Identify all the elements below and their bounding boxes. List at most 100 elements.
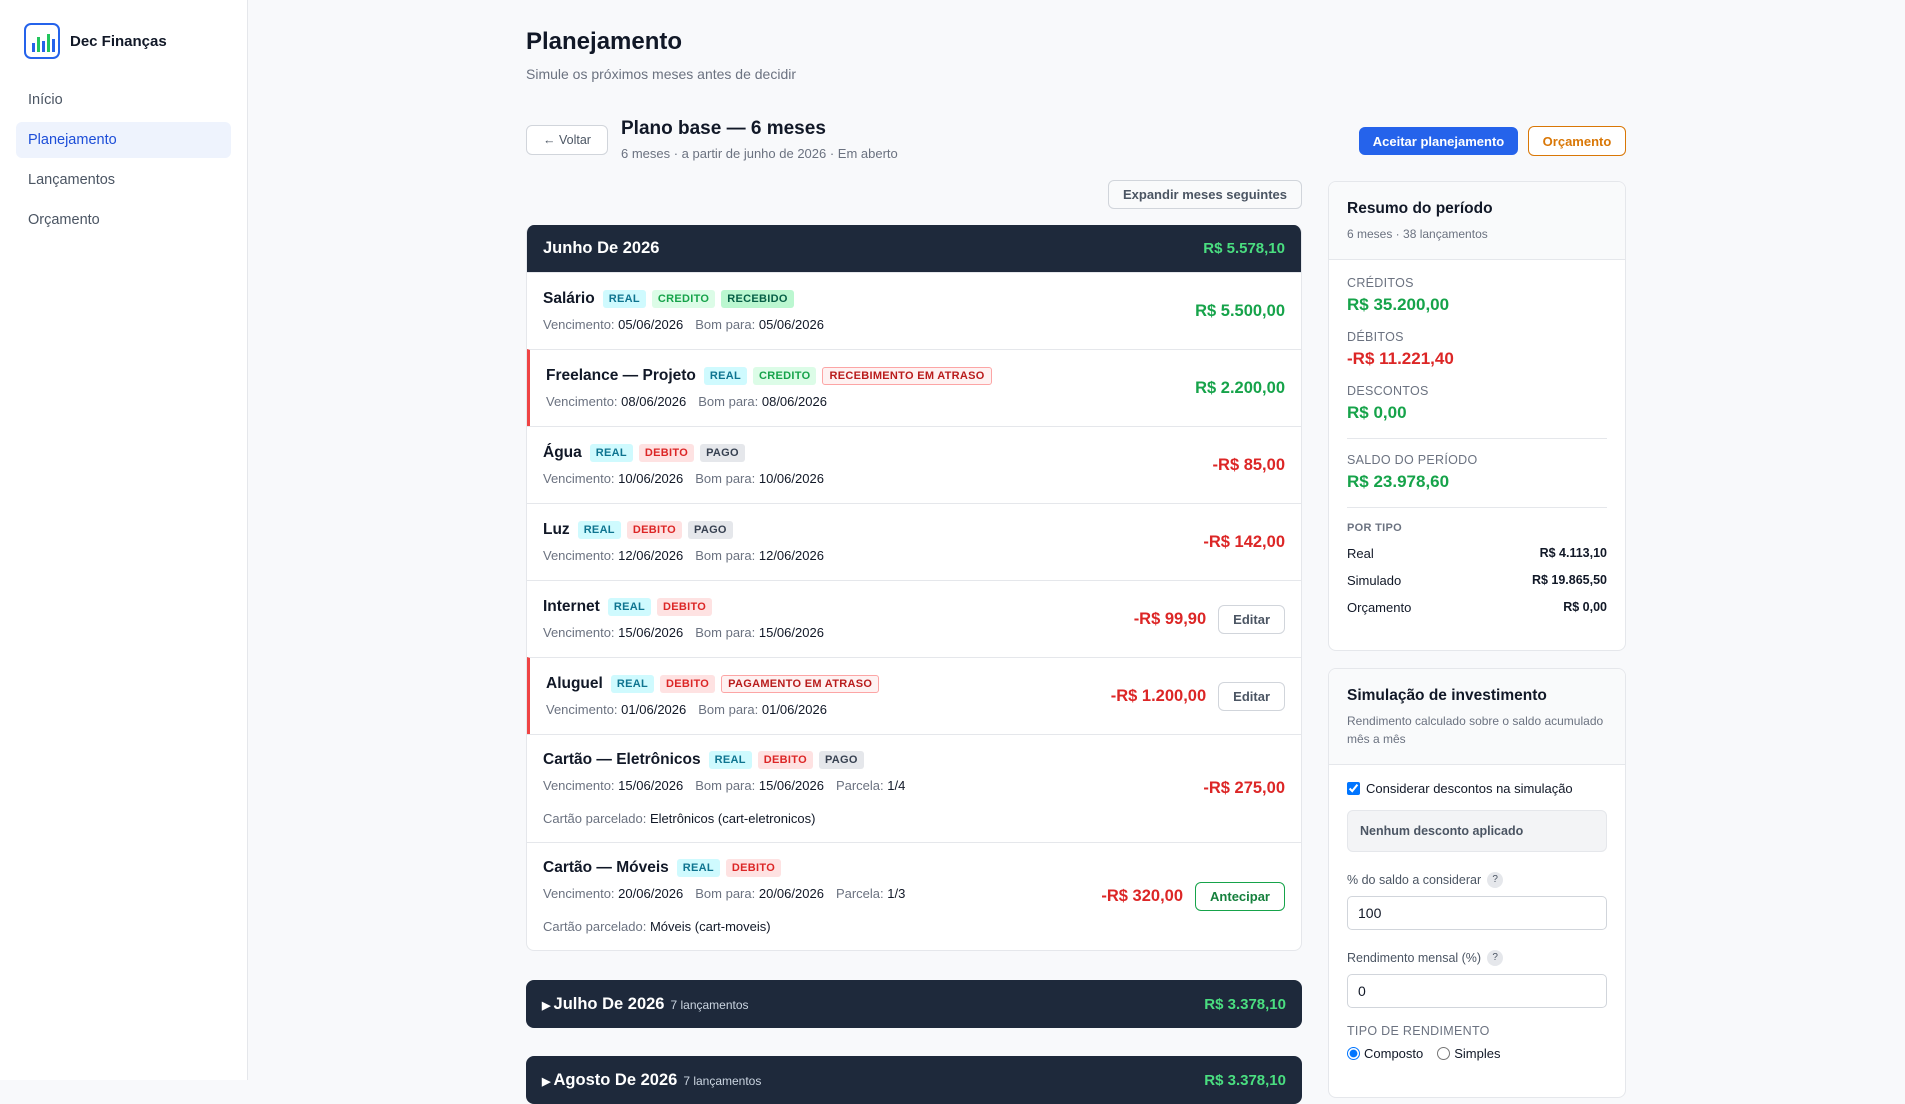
radio-option[interactable]: Composto xyxy=(1347,1046,1423,1061)
entry-name: Aluguel xyxy=(546,675,603,692)
tag: RECEBIMENTO EM ATRASO xyxy=(822,367,992,385)
meta-label: Bom para: xyxy=(695,778,756,793)
nav-item[interactable]: Lançamentos xyxy=(28,172,116,188)
month-card: Junho De 2026 R$ 5.578,10 Salário REAL CREDI… xyxy=(526,225,1302,951)
entry-meta: Vencimento: 12/06/2026 Bom para: 12/06/20… xyxy=(543,548,836,563)
tag: REAL xyxy=(708,751,752,769)
month-head: ▶ Agosto De 2026 7 lançamentos xyxy=(542,1071,761,1090)
tag: REAL xyxy=(703,367,748,385)
tag: DEBITO xyxy=(757,751,813,769)
entry-info: Aluguel REAL DEBITO PAGAMENTO EM ATRASO Venc… xyxy=(546,675,880,717)
entry-meta: Vencimento: 10/06/2026 Bom para: 10/06/20… xyxy=(543,471,836,486)
meta-label: Cartão parcelado: xyxy=(543,919,647,934)
radio[interactable] xyxy=(1347,1047,1360,1060)
month-collapsed[interactable]: ▶ Julho De 2026 7 lançamentos R$ 3.378,10 xyxy=(526,980,1302,1028)
stat-label: DÉBITOS xyxy=(1347,330,1404,344)
caret: ▶ xyxy=(542,999,554,1012)
entry-name: Cartão — Eletrônicos xyxy=(543,751,701,768)
page-title: Planejamento xyxy=(526,28,683,55)
tag: REAL xyxy=(589,444,633,462)
entry-info: Freelance — Projeto REAL CREDITO RECEBIMENT… xyxy=(546,367,992,409)
entry-head: Luz REAL DEBITO PAGO xyxy=(543,521,836,539)
meta-label: Parcela: xyxy=(835,886,884,901)
nav-item[interactable]: Orçamento xyxy=(28,212,100,228)
action-button[interactable]: Antecipar xyxy=(1195,882,1285,911)
entry-name: Luz xyxy=(543,521,570,538)
entry-name: Salário xyxy=(543,290,595,307)
accept-button[interactable]: Aceitar planejamento xyxy=(1359,127,1518,155)
month-count: 7 lançamentos xyxy=(670,997,749,1012)
entry-right: -R$ 275,00 xyxy=(1203,779,1285,798)
month-header[interactable]: Junho De 2026 R$ 5.578,10 xyxy=(527,225,1301,272)
radio-label: Composto xyxy=(1364,1046,1424,1061)
entry-name: Freelance — Projeto xyxy=(546,367,696,384)
discount-box: Nenhum desconto aplicado xyxy=(1347,810,1607,852)
brand[interactable]: Dec Finanças xyxy=(24,23,167,59)
expand-button[interactable]: Expandir meses seguintes xyxy=(1108,180,1302,209)
entry-meta: Vencimento: 15/06/2026 Bom para: 15/06/20… xyxy=(543,625,836,640)
entry-info: Luz REAL DEBITO PAGO Vencimento: 12/06/2026 B… xyxy=(543,521,836,563)
card-line: Cartão parcelado: Móveis (cart-moveis) xyxy=(543,919,917,934)
nav-item[interactable]: Planejamento xyxy=(16,122,231,158)
tag: PAGO xyxy=(688,521,733,539)
meta-value: 15/06/2026 xyxy=(618,778,684,793)
type-value: R$ 19.865,50 xyxy=(1531,573,1607,587)
meta-label: Vencimento: xyxy=(543,778,615,793)
entry: Cartão — Móveis REAL DEBITO Vencimento: 20/… xyxy=(527,842,1301,950)
entry-head: Aluguel REAL DEBITO PAGAMENTO EM ATRASO xyxy=(546,675,880,693)
stat-label: CRÉDITOS xyxy=(1347,276,1414,290)
amount: R$ 5.500,00 xyxy=(1195,301,1285,320)
radio[interactable] xyxy=(1437,1047,1451,1060)
entry: Água REAL DEBITO PAGO Vencimento: 10/06/2026… xyxy=(527,426,1301,503)
action-button[interactable]: Editar xyxy=(1218,604,1285,634)
meta-value: Móveis (cart-moveis) xyxy=(649,919,771,934)
meta-value: 08/06/2026 xyxy=(621,394,687,409)
nav: Início Planejamento Lançamentos Orçamento xyxy=(16,82,231,242)
tag: REAL xyxy=(610,675,654,693)
meta-value: 15/06/2026 xyxy=(618,625,684,640)
rate-input[interactable]: 0 xyxy=(1347,974,1607,1008)
budget-button[interactable]: Orçamento xyxy=(1528,126,1626,156)
entry-name: Água xyxy=(543,444,582,461)
back-button[interactable]: ← Voltar xyxy=(526,125,608,155)
meta-value: Eletrônicos (cart-eletronicos) xyxy=(649,811,816,826)
pct-input[interactable]: 100 xyxy=(1347,896,1607,930)
type-row: Real R$ 4.113,10 xyxy=(1347,546,1607,561)
entry: Luz REAL DEBITO PAGO Vencimento: 12/06/2026 B… xyxy=(527,503,1301,580)
entry-head: Água REAL DEBITO PAGO xyxy=(543,444,836,462)
amount: -R$ 142,00 xyxy=(1203,532,1285,551)
amount: -R$ 1.200,00 xyxy=(1110,686,1207,705)
summary-sub: 6 meses · 38 lançamentos xyxy=(1347,227,1488,241)
simulation-body: Considerar descontos na simulação Nenhum… xyxy=(1329,765,1625,1077)
stat-label: DESCONTOS xyxy=(1347,384,1429,398)
action-button[interactable]: Editar xyxy=(1218,681,1285,711)
entry: Aluguel REAL DEBITO PAGAMENTO EM ATRASO Venc… xyxy=(527,657,1301,734)
entry-right: R$ 5.500,00 xyxy=(1195,302,1285,321)
help-icon[interactable]: ? xyxy=(1487,872,1504,888)
plan-meta: 6 meses · a partir de junho de 2026 · Em… xyxy=(621,146,898,161)
tag: REAL xyxy=(602,290,646,308)
meta-value: 1/4 xyxy=(887,778,906,793)
type-value: R$ 4.113,10 xyxy=(1539,546,1607,560)
type-row: Simulado R$ 19.865,50 xyxy=(1347,573,1607,588)
month-title: Junho De 2026 xyxy=(543,239,660,257)
stat-value: R$ 0,00 xyxy=(1347,403,1407,422)
simulation-title: Simulação de investimento xyxy=(1347,687,1547,704)
entry-head: Cartão — Móveis REAL DEBITO xyxy=(543,859,917,877)
stat-label: SALDO DO PERÍODO xyxy=(1347,453,1478,467)
meta-value: 15/06/2026 xyxy=(758,778,824,793)
meta-value: 01/06/2026 xyxy=(761,702,827,717)
tag: REAL xyxy=(577,521,621,539)
radio-option[interactable]: Simples xyxy=(1437,1046,1501,1061)
tag: REAL xyxy=(676,859,720,877)
checkbox[interactable] xyxy=(1347,782,1360,795)
month-total: R$ 3.378,10 xyxy=(1204,1071,1286,1089)
nav-item[interactable]: Início xyxy=(28,92,63,108)
entry-info: Salário REAL CREDITO RECEBIDO Vencimento: 05… xyxy=(543,290,836,332)
meta-label: Vencimento: xyxy=(546,702,618,717)
tag: DEBITO xyxy=(638,444,695,462)
help-icon[interactable]: ? xyxy=(1487,950,1504,966)
discount-toggle[interactable]: Considerar descontos na simulação xyxy=(1347,781,1607,796)
month-total: R$ 3.378,10 xyxy=(1204,995,1286,1013)
month-collapsed[interactable]: ▶ Agosto De 2026 7 lançamentos R$ 3.378,10 xyxy=(526,1056,1302,1104)
